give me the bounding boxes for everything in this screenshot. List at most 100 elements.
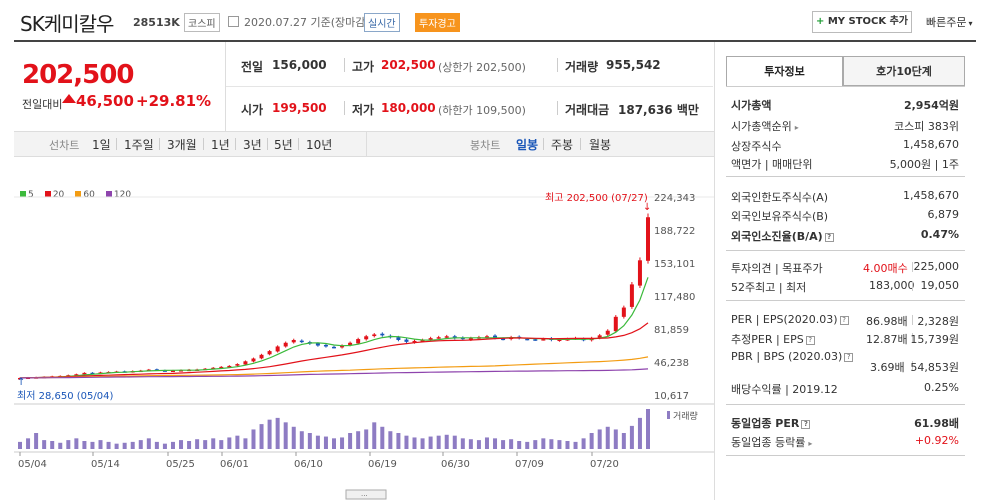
volume-bar <box>259 424 264 449</box>
bps-value: 54,853원 <box>910 361 959 374</box>
candle-body <box>348 342 353 346</box>
info-divider <box>726 455 965 456</box>
foreign-rate-value: 0.47% <box>920 228 959 241</box>
help-icon[interactable]: ? <box>805 335 815 345</box>
candle-body <box>291 339 296 343</box>
volume-bar <box>613 429 618 449</box>
lower-limit-value: (하한가 109,500) <box>438 104 526 117</box>
per-label: PER | EPS(2020.03)? <box>731 313 849 326</box>
base-date: 2020.07.27 기준(장마감) <box>244 16 370 29</box>
prev-close-label: 전일 <box>241 60 264 74</box>
period-separator <box>159 138 160 150</box>
period-5y[interactable]: 5년 <box>274 138 293 152</box>
volume-bar <box>565 441 570 449</box>
header-divider <box>14 40 976 42</box>
x-tick-label: 06/30 <box>441 459 470 470</box>
help-icon[interactable]: ? <box>824 232 834 242</box>
volume-bar <box>404 435 409 449</box>
foreign-rate-label: 외국인소진율(B/A)? <box>731 228 834 244</box>
help-icon[interactable]: ? <box>839 315 849 325</box>
chart-period-bar <box>14 131 714 157</box>
volume-bar <box>26 438 31 449</box>
industry-chg-label: 동일업종 등락률 ▸ <box>731 434 812 450</box>
foreign-limit-value: 1,458,670 <box>903 189 959 202</box>
mktrank-label-text: 시가총액순위 <box>731 120 792 133</box>
volume-bar <box>307 433 312 449</box>
mystock-add-button[interactable]: + MY STOCK 추가 <box>812 11 912 33</box>
high-note: 최고 202,500 (07/27) <box>545 192 648 204</box>
volume-label: 거래량 <box>565 60 599 74</box>
volume-bar <box>195 439 200 449</box>
candle-body <box>299 340 304 343</box>
volume-bar <box>420 438 425 449</box>
candle-body <box>74 374 79 376</box>
help-icon[interactable]: ? <box>844 352 854 362</box>
candle-body <box>227 365 232 368</box>
period-3m[interactable]: 3개월 <box>167 138 197 152</box>
x-tick-label: 07/20 <box>590 459 619 470</box>
candle-monthly[interactable]: 월봉 <box>589 138 612 152</box>
stock-code: 28513K <box>133 16 180 29</box>
value-separator <box>912 315 913 325</box>
market-badge: 코스피 <box>184 13 220 32</box>
period-1w[interactable]: 1주일 <box>124 138 154 152</box>
candle-body <box>275 346 280 352</box>
period-1y[interactable]: 1년 <box>211 138 230 152</box>
candle-body <box>493 335 498 339</box>
volume-bar <box>646 409 650 449</box>
tab-investment-info[interactable]: 투자정보 <box>726 56 843 86</box>
low-label: 저가 <box>352 103 375 117</box>
eeps-value: 15,739원 <box>910 333 959 346</box>
candle-body <box>525 338 530 341</box>
change-label: 전일대비 <box>22 98 63 111</box>
realtime-button[interactable]: 실시간 <box>364 13 400 32</box>
price-chart[interactable]: 224,343 188,722 153,101 117,480 81,859 46,238… <box>0 0 714 500</box>
quote-row-divider <box>226 86 713 87</box>
period-1d[interactable]: 1일 <box>92 138 111 152</box>
info-divider <box>726 300 965 301</box>
period-10y[interactable]: 10년 <box>306 138 333 152</box>
industry-per-label: 동일업종 PER? <box>731 415 811 431</box>
legend-5: 5 <box>28 190 34 200</box>
x-tick-label: 05/25 <box>166 459 195 470</box>
low-note-arrow: ↑ <box>17 377 25 388</box>
chart-scroll-handle[interactable] <box>345 489 387 500</box>
candle-body <box>179 370 184 372</box>
investment-warning-badge[interactable]: 투자경고 <box>415 13 460 32</box>
y-tick-label: 46,238 <box>654 358 689 369</box>
chart-panel-divider <box>714 42 715 500</box>
quote-separator <box>557 58 558 72</box>
volume-bar <box>549 439 554 449</box>
change-percent: +29.81% <box>136 92 212 110</box>
volume-bar <box>356 431 361 449</box>
opinion-value: 4.00매수 <box>863 262 908 275</box>
volume-bar <box>340 437 345 449</box>
period-separator <box>543 138 544 150</box>
foreign-own-value: 6,879 <box>927 208 960 221</box>
volume-bar <box>533 440 538 449</box>
upper-limit-value: (상한가 202,500) <box>438 61 526 74</box>
period-3y[interactable]: 3년 <box>243 138 262 152</box>
industry-chg-label-text: 동일업종 등락률 <box>731 436 806 449</box>
candle-body <box>170 370 175 373</box>
volume-bar <box>396 433 401 449</box>
mktrank-label: 시가총액순위 ▸ <box>731 118 799 134</box>
value-separator <box>912 333 913 343</box>
volume-bar <box>299 431 304 449</box>
volume-bar <box>50 441 55 449</box>
mktcap-value: 2,954억원 <box>903 99 959 112</box>
candle-body <box>364 336 369 340</box>
volume-bar <box>98 440 103 449</box>
candle-weekly[interactable]: 주봉 <box>551 138 574 152</box>
y-tick-label: 153,101 <box>654 259 695 270</box>
help-icon[interactable]: ? <box>801 419 811 429</box>
x-tick-label: 06/01 <box>220 459 249 470</box>
candle-daily[interactable]: 일봉 <box>516 138 539 152</box>
candle-body <box>323 344 328 347</box>
quick-order-button[interactable]: 빠른주문 ▾ <box>926 14 973 30</box>
per-label-text: PER | EPS(2020.03) <box>731 313 838 326</box>
volume-bar <box>573 441 578 449</box>
line-chart-label: 선차트 <box>49 139 80 152</box>
candle-body <box>90 372 95 375</box>
tab-orderbook[interactable]: 호가10단계 <box>843 56 965 86</box>
